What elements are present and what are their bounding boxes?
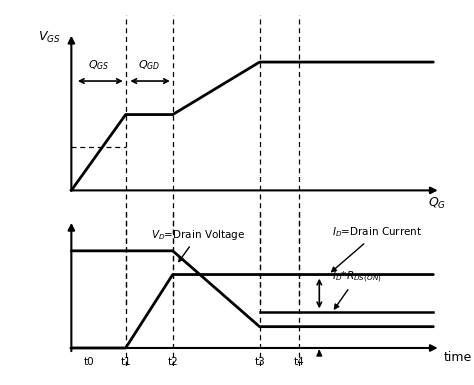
Text: t4: t4	[294, 357, 305, 367]
Text: $I_D$=Drain Current: $I_D$=Drain Current	[332, 226, 422, 272]
Text: t3: t3	[254, 357, 265, 367]
Text: t1: t1	[120, 357, 131, 367]
Text: $V_{GS}$: $V_{GS}$	[38, 30, 61, 45]
Text: $Q_{GD}$: $Q_{GD}$	[138, 58, 160, 72]
Text: $Q_G$: $Q_G$	[428, 196, 446, 211]
Text: t0: t0	[84, 357, 95, 367]
Text: $I_D$*$R_{DS(ON)}$: $I_D$*$R_{DS(ON)}$	[332, 269, 382, 309]
Text: $Q_{GS}$: $Q_{GS}$	[88, 58, 109, 72]
Text: time: time	[444, 351, 473, 364]
Text: $V_D$=Drain Voltage: $V_D$=Drain Voltage	[151, 228, 245, 261]
Text: t2: t2	[167, 357, 178, 367]
